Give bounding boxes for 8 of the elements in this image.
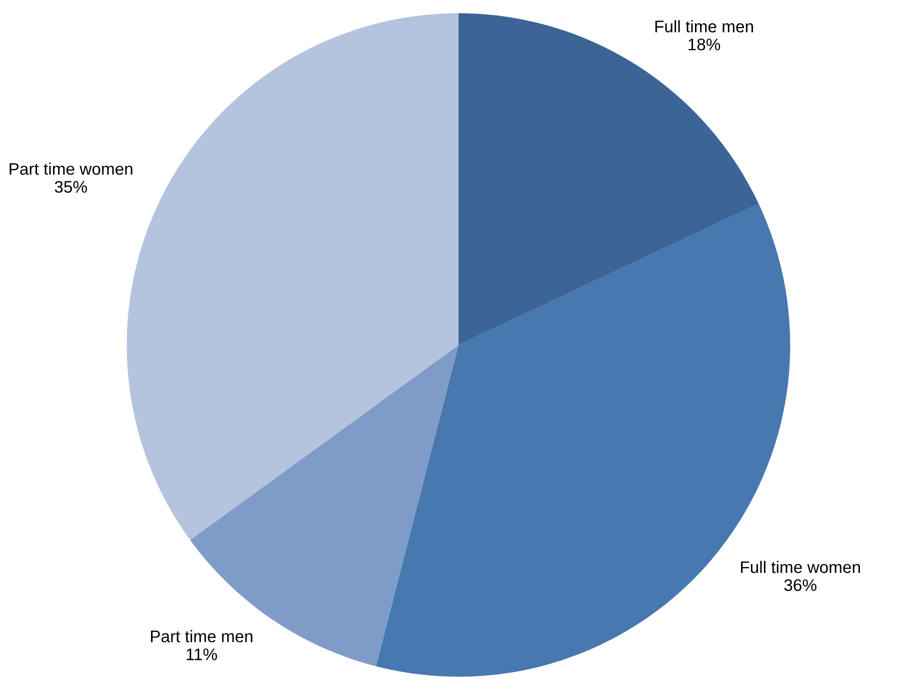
- slice-label: Part time women: [10, 162, 132, 175]
- data-label: 35%: [54, 180, 87, 193]
- slice-label: Full time women: [741, 560, 860, 574]
- data-label: 11%: [186, 648, 217, 660]
- slice-label: Part time men: [151, 630, 252, 642]
- data-label: 36%: [784, 579, 816, 592]
- data-label: 18%: [688, 38, 720, 50]
- slice-label: Full time men: [655, 20, 753, 32]
